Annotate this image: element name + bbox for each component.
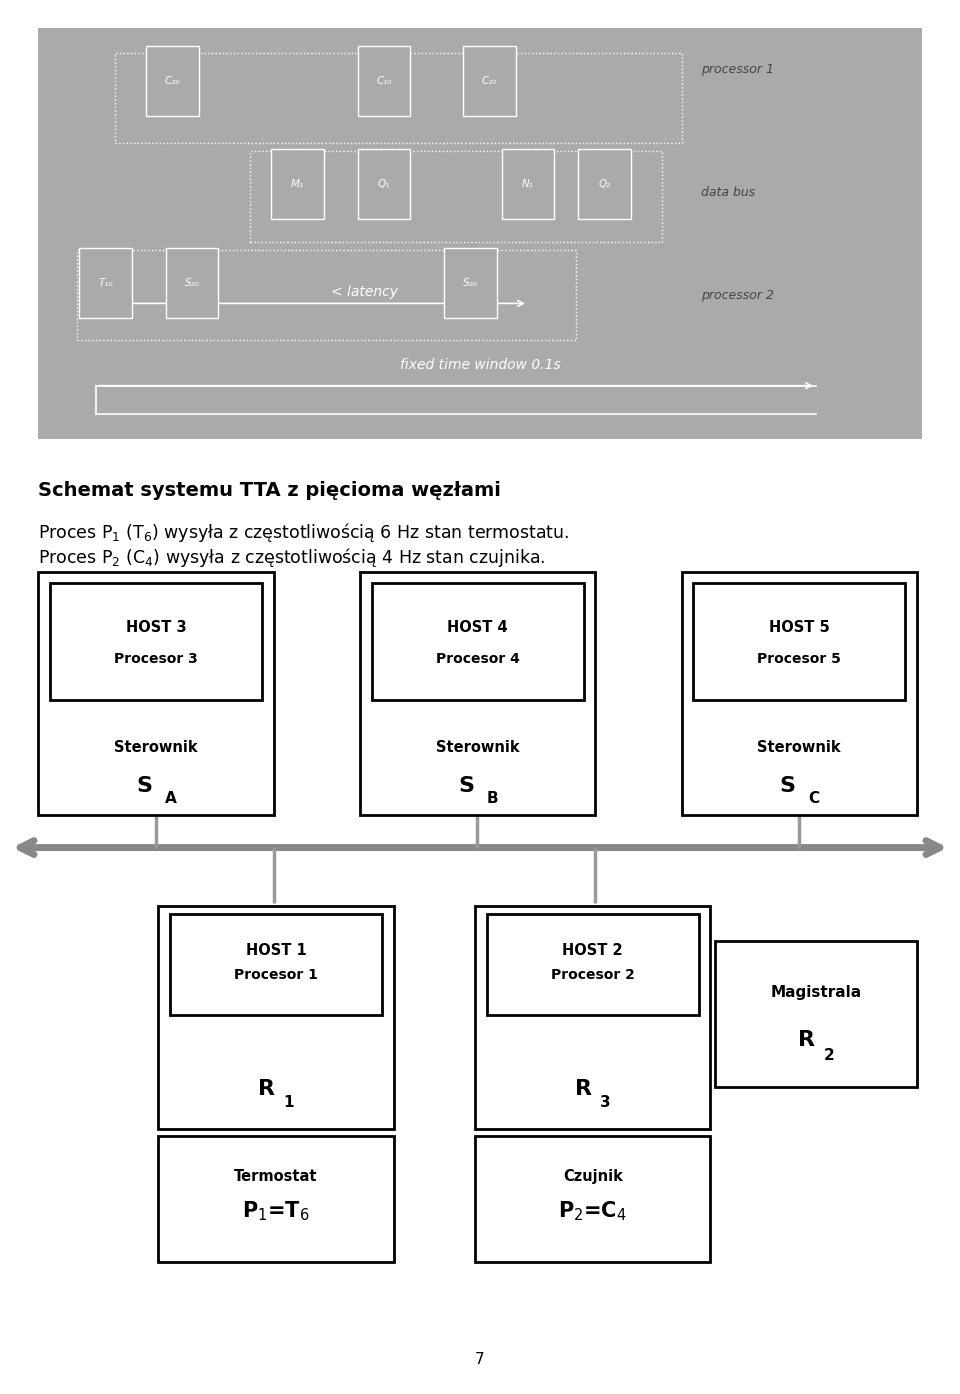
Bar [158,1136,394,1262]
Bar [693,583,905,700]
Text: R: R [575,1079,591,1098]
Text: S₂₀: S₂₀ [184,277,200,287]
Bar [158,906,394,1129]
Text: C: C [808,790,819,806]
Bar [715,941,917,1087]
Text: Sterownik: Sterownik [114,740,198,754]
Text: 1: 1 [283,1096,294,1111]
Text: < latency: < latency [331,286,398,300]
Text: HOST 3: HOST 3 [126,620,186,636]
Bar [682,572,917,815]
Bar [463,46,516,116]
Text: R: R [258,1079,275,1098]
Text: Magistrala: Magistrala [771,984,861,999]
Text: Procesor 4: Procesor 4 [436,652,519,666]
Bar [50,583,262,700]
Text: Sterownik: Sterownik [436,740,519,754]
Text: S: S [136,776,153,796]
Text: C₂₀: C₂₀ [165,77,180,86]
Bar [115,53,682,144]
Text: processor 1: processor 1 [701,63,774,75]
Text: Procesor 5: Procesor 5 [757,652,841,666]
Text: C₁₀: C₁₀ [376,77,392,86]
Text: Procesor 3: Procesor 3 [114,652,198,666]
Bar [475,1136,710,1262]
Text: HOST 5: HOST 5 [769,620,829,636]
Text: Schemat systemu TTA z pięcioma węzłami: Schemat systemu TTA z pięcioma węzłami [38,481,501,500]
Text: data bus: data bus [701,185,756,199]
Text: 2: 2 [824,1048,835,1062]
Bar [79,248,132,318]
Text: M₁: M₁ [291,180,304,190]
Text: N₁: N₁ [522,180,534,190]
Bar [360,572,595,815]
Text: P$_{2}$=C$_{4}$: P$_{2}$=C$_{4}$ [559,1200,627,1223]
Bar [578,149,632,219]
Text: Proces P$_2$ (C$_4$) wysyła z częstotliwością 4 Hz stan czujnika.: Proces P$_2$ (C$_4$) wysyła z częstotliw… [38,546,546,569]
Text: Proces P$_1$ (T$_6$) wysyła z częstotliwością 6 Hz stan termostatu.: Proces P$_1$ (T$_6$) wysyła z częstotliw… [38,521,570,544]
Text: S₂₀: S₂₀ [463,277,478,287]
Bar [250,151,662,241]
Bar [444,248,497,318]
Bar [357,46,411,116]
Bar [487,914,699,1015]
Text: C₂₀: C₂₀ [482,77,497,86]
Bar [170,914,382,1015]
Text: Czujnik: Czujnik [563,1168,623,1184]
Text: HOST 1: HOST 1 [246,944,306,958]
Bar [38,572,274,815]
Text: A: A [164,790,177,806]
Text: P$_{1}$=T$_{6}$: P$_{1}$=T$_{6}$ [242,1200,310,1223]
Text: Q₂: Q₂ [599,180,611,190]
Text: Q₁: Q₁ [378,180,390,190]
Bar [146,46,200,116]
Text: 3: 3 [600,1096,611,1111]
Bar [77,250,576,340]
Text: T₁₀: T₁₀ [98,277,113,287]
Bar [271,149,324,219]
Text: Procesor 2: Procesor 2 [551,967,635,981]
Bar [357,149,411,219]
Bar [475,906,710,1129]
Bar [166,248,219,318]
Text: Procesor 1: Procesor 1 [234,967,318,981]
Text: fixed time window 0.1s: fixed time window 0.1s [399,358,561,372]
Bar [372,583,584,700]
Text: B: B [486,790,498,806]
Text: Termostat: Termostat [234,1168,318,1184]
Text: HOST 4: HOST 4 [447,620,508,636]
Bar [502,149,555,219]
Bar [38,28,922,439]
Text: Sterownik: Sterownik [757,740,841,754]
Text: R: R [798,1030,815,1051]
Text: processor 2: processor 2 [701,289,774,301]
Text: S: S [780,776,796,796]
Text: 7: 7 [475,1352,485,1366]
Text: HOST 2: HOST 2 [563,944,623,958]
Text: S: S [458,776,474,796]
